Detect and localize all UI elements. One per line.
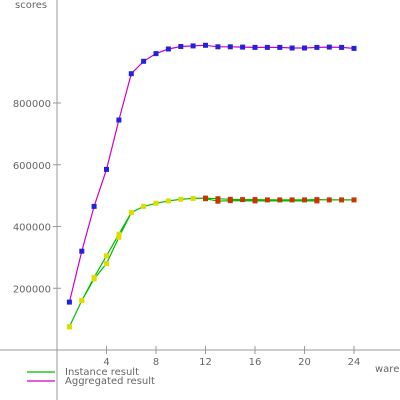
data-point xyxy=(79,298,85,304)
data-point xyxy=(326,197,332,203)
data-point xyxy=(314,198,320,204)
data-point xyxy=(339,44,345,50)
data-point xyxy=(153,200,159,206)
data-point xyxy=(240,44,246,50)
data-point xyxy=(104,253,109,259)
data-point xyxy=(227,44,233,50)
x-tick-label: 24 xyxy=(348,357,361,368)
data-point xyxy=(302,45,307,51)
data-point xyxy=(190,195,196,201)
data-point xyxy=(326,44,332,50)
data-point xyxy=(190,43,196,49)
series-layer xyxy=(66,42,357,330)
x-tick-label: 8 xyxy=(153,357,159,368)
data-point xyxy=(302,197,307,203)
data-point xyxy=(66,299,72,305)
y-tick-label: 200000 xyxy=(13,284,51,295)
legend-label-aggregated: Aggregated result xyxy=(65,376,155,387)
data-point xyxy=(339,197,345,203)
data-point xyxy=(277,197,283,203)
data-point xyxy=(178,44,184,49)
data-point xyxy=(165,46,171,52)
data-point xyxy=(104,261,109,267)
data-point xyxy=(215,44,221,50)
data-point xyxy=(153,51,159,57)
y-tick-label: 600000 xyxy=(13,161,51,172)
data-point xyxy=(227,198,233,204)
data-point xyxy=(66,324,72,330)
data-point xyxy=(203,42,208,48)
data-point xyxy=(215,198,221,204)
x-axis-title: warehouses xyxy=(375,364,400,375)
ticks-layer: 4 8 12 16 20 24 200000 400000 600000 800000 xyxy=(13,99,361,368)
data-point xyxy=(116,231,122,237)
data-point xyxy=(264,44,270,50)
series-line-instance xyxy=(68,197,354,328)
data-point xyxy=(128,210,134,216)
series-line-aggregated xyxy=(68,44,355,303)
data-point xyxy=(351,45,357,51)
data-point xyxy=(314,44,320,50)
data-point xyxy=(116,234,122,240)
y-axis-title: scores xyxy=(15,0,47,11)
data-point xyxy=(289,197,295,203)
y-tick-label: 800000 xyxy=(13,99,51,110)
data-point xyxy=(165,198,171,204)
legend: Instance result Aggregated result xyxy=(27,367,155,387)
data-point xyxy=(252,198,258,204)
data-point xyxy=(264,197,270,203)
data-point xyxy=(141,203,147,209)
data-point xyxy=(91,203,97,209)
data-point xyxy=(252,44,258,50)
data-point xyxy=(141,58,147,64)
x-tick-label: 20 xyxy=(298,357,311,368)
data-point xyxy=(116,117,122,123)
x-tick-label: 16 xyxy=(249,357,262,368)
data-point xyxy=(128,71,134,77)
data-point xyxy=(277,44,283,50)
data-point xyxy=(351,197,357,203)
y-tick-label: 400000 xyxy=(13,223,51,234)
x-tick-label: 4 xyxy=(103,357,109,368)
data-point xyxy=(178,196,184,202)
data-point xyxy=(289,45,295,51)
data-point xyxy=(79,248,85,254)
x-tick-label: 12 xyxy=(199,357,212,368)
data-point xyxy=(104,166,109,172)
legend-label-instance: Instance result xyxy=(65,367,139,378)
data-point xyxy=(91,276,97,282)
data-point xyxy=(203,196,208,202)
data-point xyxy=(240,197,246,203)
